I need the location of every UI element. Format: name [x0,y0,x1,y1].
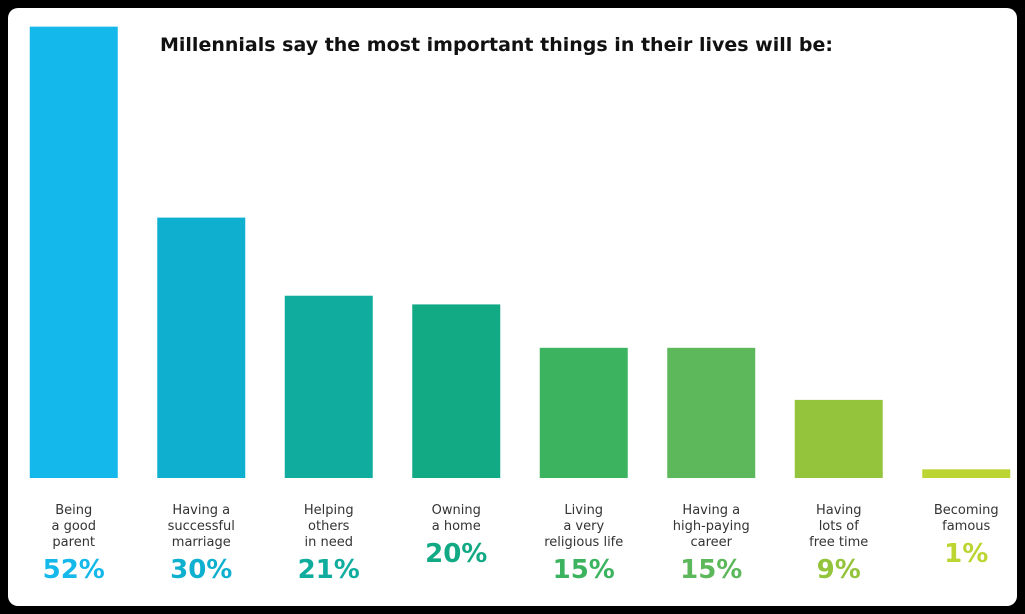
bar [667,347,756,478]
value-label: 15% [552,555,615,585]
category-column: Having lots of free time 9% [775,503,903,585]
category-column: Having a successful marriage 30% [137,503,265,585]
bar [29,26,118,478]
category-column: Becoming famous 1% [902,503,1017,569]
value-label: 15% [680,555,743,585]
bar [922,469,1011,478]
category-column: Living a very religious life 15% [520,503,648,585]
category-label: Owning a home [431,503,481,534]
chart [29,26,1011,478]
category-column: Helping others in need 21% [265,503,393,585]
category-column: Having a high-paying career 15% [647,503,775,585]
bar [412,304,501,478]
infographic: Millennials say the most important thing… [8,8,1017,606]
bar [157,217,246,478]
category-label: Living a very religious life [544,503,624,550]
value-label: 20% [425,539,488,569]
category-label: Having a successful marriage [167,503,235,550]
bar [794,399,883,478]
category-label: Having a high-paying career [672,503,750,550]
category-label: Being a good parent [51,503,96,550]
value-label: 1% [944,539,989,569]
category-label: Becoming famous [933,503,999,534]
category-column: Being a good parent 52% [10,503,138,585]
bar [284,295,373,478]
value-label: 21% [297,555,360,585]
value-label: 30% [170,555,233,585]
category-label: Helping others in need [303,503,354,550]
bar [539,347,628,478]
category-label: Having lots of free time [809,503,869,550]
value-label: 52% [42,555,105,585]
value-label: 9% [816,555,861,585]
category-column: Owning a home 20% [392,503,520,569]
chart-title: Millennials say the most important thing… [160,34,833,56]
